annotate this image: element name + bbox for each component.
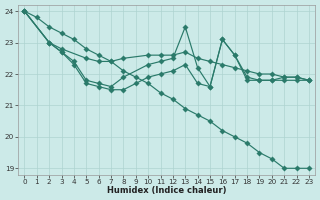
X-axis label: Humidex (Indice chaleur): Humidex (Indice chaleur): [107, 186, 227, 195]
